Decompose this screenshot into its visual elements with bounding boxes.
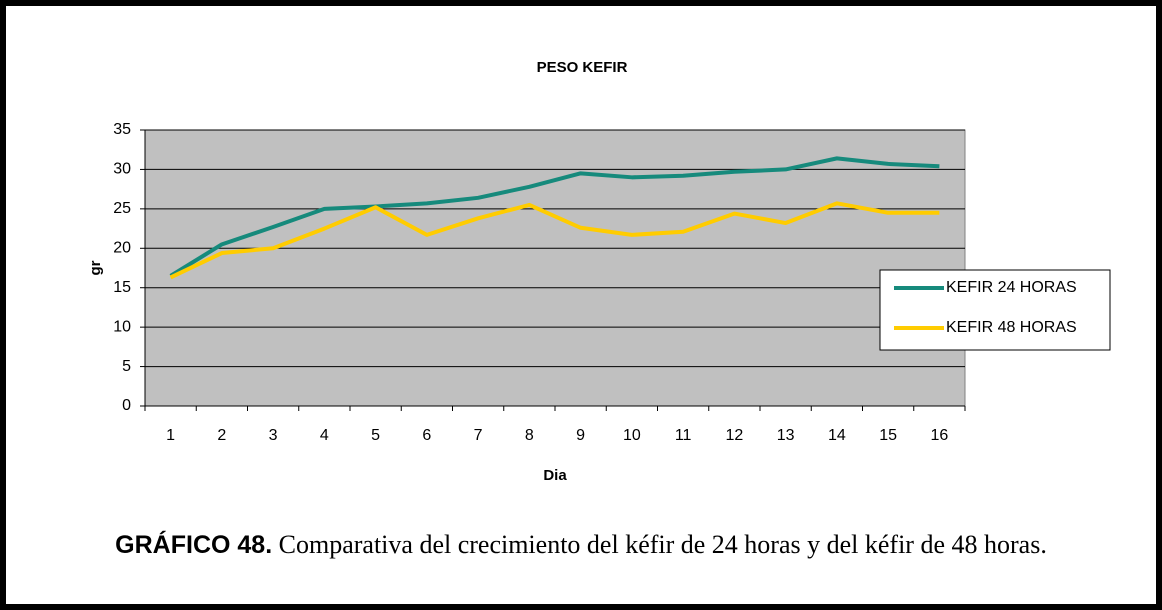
legend-box	[879, 269, 1111, 351]
y-tick-label: 10	[113, 318, 131, 335]
x-axis-label: Dia	[543, 467, 567, 484]
caption-text: Comparativa del crecimiento del kéfir de…	[278, 530, 1047, 559]
y-tick-label: 5	[122, 358, 131, 375]
x-tick-label: 16	[930, 427, 948, 444]
x-tick-label: 15	[879, 427, 897, 444]
x-tick-label: 8	[525, 427, 534, 444]
chart-title: PESO KEFIR	[537, 59, 628, 76]
x-tick-label: 9	[576, 427, 585, 444]
x-tick-label: 13	[777, 427, 795, 444]
y-tick-label: 0	[122, 397, 131, 414]
legend-label: KEFIR 24 HORAS	[946, 279, 1077, 296]
legend-label: KEFIR 48 HORAS	[946, 319, 1077, 336]
y-axis-label: gr	[87, 260, 104, 275]
x-tick-label: 7	[474, 427, 483, 444]
caption-label: GRÁFICO 48.	[115, 531, 273, 559]
y-tick-label: 25	[113, 200, 131, 217]
y-tick-label: 20	[113, 240, 131, 257]
x-tick-label: 2	[217, 427, 226, 444]
plot-area	[144, 129, 966, 407]
caption: GRÁFICO 48. Comparativa del crecimiento …	[40, 528, 1122, 562]
y-tick-label: 15	[113, 279, 131, 296]
series-line	[169, 201, 940, 280]
x-tick-label: 5	[371, 427, 380, 444]
x-tick-label: 6	[422, 427, 431, 444]
x-tick-label: 11	[675, 427, 692, 444]
y-tick-label: 30	[113, 161, 131, 178]
x-tick-label: 10	[623, 427, 641, 444]
x-tick-label: 12	[725, 427, 743, 444]
series-line	[169, 156, 940, 278]
x-tick-label: 4	[320, 427, 329, 444]
x-tick-label: 3	[269, 427, 278, 444]
x-tick-label: 14	[828, 427, 846, 444]
y-tick-label: 35	[113, 121, 131, 138]
x-tick-label: 1	[166, 427, 175, 444]
